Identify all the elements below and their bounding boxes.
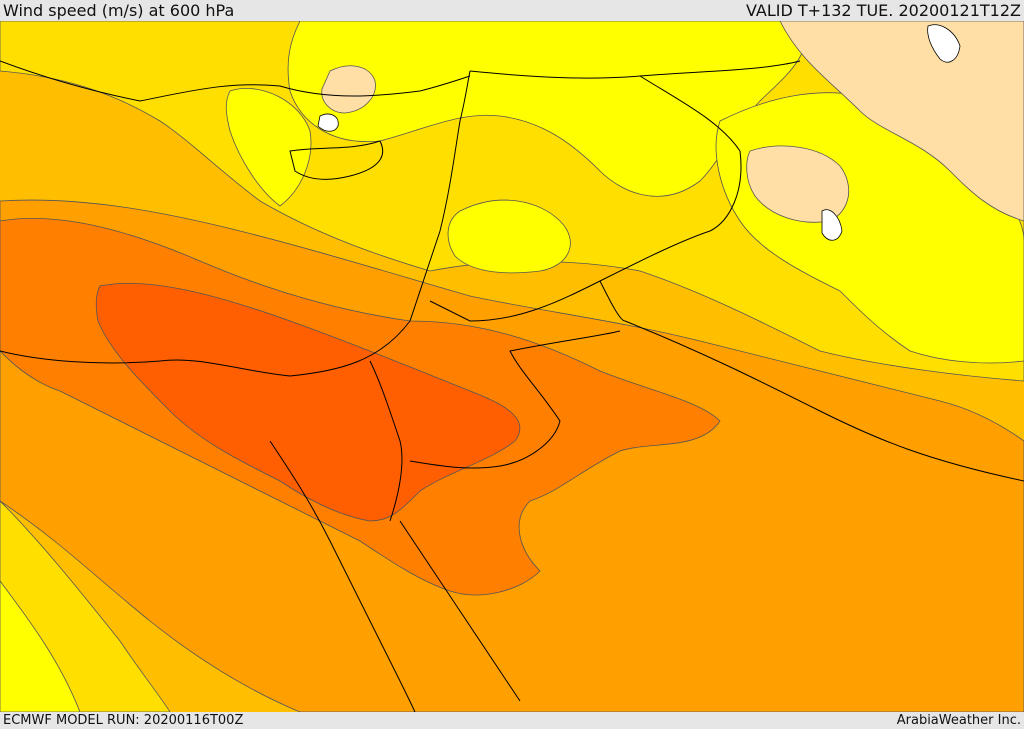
wind-speed-map: [0, 21, 1024, 712]
coastline-red-sea-west: [269, 440, 416, 712]
border-saudi-jordan: [409, 330, 621, 469]
weather-map: [0, 21, 1024, 712]
lake-1: [317, 113, 339, 132]
valid-time: VALID T+132 TUE. 20200121T12Z: [745, 1, 1021, 20]
border-iraq: [599, 75, 742, 282]
band-light-1: [779, 21, 1024, 222]
band-bright-yellow-3: [447, 199, 571, 274]
band-light-3: [321, 65, 376, 114]
header-bar: Wind speed (m/s) at 600 hPa VALID T+132 …: [0, 0, 1024, 21]
lake-3: [821, 209, 843, 241]
border-saudi-north: [429, 280, 601, 322]
coastline-turkey: [0, 60, 471, 102]
border-sinai: [369, 360, 403, 522]
coastline-red-sea-east: [399, 520, 521, 702]
lake-2: [927, 24, 961, 63]
band-bright-yellow-1: [287, 21, 806, 197]
coastline-cyprus: [289, 140, 384, 180]
border-east: [469, 60, 801, 79]
band-bright-yellow-4: [225, 88, 312, 207]
footer-bar: ECMWF MODEL RUN: 20200116T00Z ArabiaWeat…: [0, 712, 1024, 729]
band-southwest-2: [0, 580, 81, 712]
map-title: Wind speed (m/s) at 600 hPa: [3, 1, 235, 20]
model-run: ECMWF MODEL RUN: 20200116T00Z: [3, 713, 244, 728]
border-jordan: [599, 280, 1024, 482]
credit: ArabiaWeather Inc.: [896, 713, 1021, 728]
borders: [0, 60, 1024, 712]
coastline-mediterranean: [0, 70, 471, 377]
